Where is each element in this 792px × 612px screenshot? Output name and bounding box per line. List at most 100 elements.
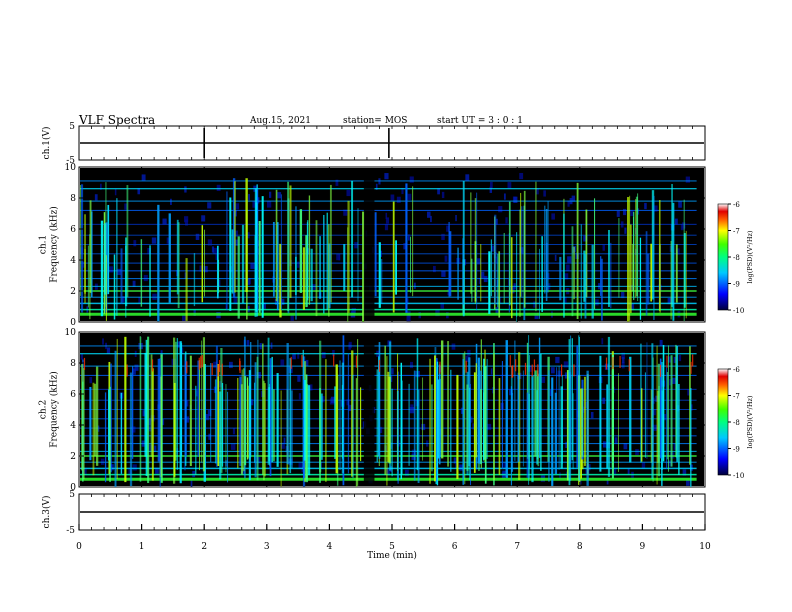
sferic-burst (488, 251, 491, 314)
noise-cell (519, 172, 524, 180)
sferic-burst (580, 224, 582, 319)
sferic-burst (176, 219, 179, 295)
y-tick-label: 10 (65, 328, 77, 338)
sferic-burst (650, 243, 653, 302)
sferic-burst (264, 383, 266, 477)
sferic-burst (568, 339, 571, 486)
sferic-burst (569, 335, 572, 481)
noise-cell (305, 359, 309, 367)
noise-cell (151, 237, 157, 244)
sferic-burst (563, 213, 565, 318)
noise-cell (653, 205, 658, 212)
noise-cell (565, 441, 568, 449)
sferic-burst (600, 258, 603, 321)
sferic-burst (232, 178, 236, 298)
sferic-burst (310, 248, 313, 302)
sferic-burst (559, 256, 562, 301)
strong-burst (198, 357, 200, 370)
sferic-burst (227, 391, 229, 483)
sferic-burst (526, 392, 529, 478)
sferic-burst (547, 201, 549, 293)
noise-cell (669, 379, 672, 386)
noise-cell (384, 224, 389, 231)
sferic-burst (519, 209, 521, 317)
sferic-burst (629, 195, 631, 321)
sferic-burst (258, 220, 261, 313)
sferic-burst (220, 347, 223, 473)
noise-cell (686, 479, 690, 486)
strong-burst (531, 364, 533, 377)
sferic-burst (395, 240, 397, 295)
sferic-burst (508, 201, 511, 306)
sferic-burst (126, 185, 129, 298)
start-time-label: start UT = 3 : 0 : 1 (437, 116, 523, 126)
noise-cell (644, 202, 647, 210)
noise-cell (141, 174, 146, 181)
sferic-burst (431, 384, 433, 472)
noise-cell (533, 301, 537, 308)
y-tick-label: 10 (65, 163, 77, 173)
noise-cell (667, 356, 671, 363)
noise-cell (147, 418, 152, 426)
strong-burst (301, 355, 303, 368)
sferic-burst (114, 350, 117, 487)
sferic-burst (132, 366, 134, 459)
noise-cell (122, 296, 125, 303)
sferic-burst (490, 239, 492, 297)
sferic-burst (221, 383, 224, 467)
sferic-burst (326, 212, 329, 310)
noise-cell (549, 389, 553, 397)
sferic-burst (378, 242, 381, 308)
sferic-burst (498, 378, 501, 475)
y-tick-label: 4 (70, 256, 76, 266)
colorbar (717, 203, 729, 311)
sferic-burst (386, 356, 388, 486)
colorbar-label: log(PSD)(V²/Hz) (746, 230, 754, 283)
sferic-burst (147, 336, 150, 484)
sferic-burst (202, 337, 206, 472)
sferic-burst (105, 182, 107, 307)
strong-burst (512, 365, 514, 378)
noise-cell (396, 196, 401, 203)
sferic-burst (566, 370, 569, 481)
noise-cell (567, 200, 570, 207)
noise-cell (675, 248, 680, 255)
sferic-burst (514, 340, 516, 461)
sferic-burst (307, 220, 309, 301)
noise-cell (487, 423, 492, 431)
sferic-burst (201, 225, 204, 303)
sferic-burst (572, 393, 574, 470)
noise-cell (185, 219, 188, 226)
sferic-burst (195, 385, 197, 475)
noise-cell (674, 218, 678, 225)
ch1-spectrogram (79, 168, 704, 322)
strong-burst (378, 359, 381, 372)
noise-cell (100, 183, 102, 190)
noise-cell (594, 299, 599, 306)
sferic-burst (280, 390, 282, 487)
noise-cell (510, 287, 515, 294)
noise-cell (269, 191, 272, 198)
chart-title: VLF Spectra (79, 113, 156, 127)
noise-cell (507, 182, 512, 189)
sferic-burst (193, 253, 196, 307)
sferic-burst (435, 357, 438, 482)
noise-cell (641, 462, 646, 469)
sferic-burst (109, 386, 111, 482)
sferic-burst (287, 181, 290, 312)
noise-cell (551, 213, 555, 220)
strong-burst (560, 364, 563, 377)
strong-burst (509, 355, 511, 368)
noise-cell (590, 411, 594, 419)
x-tick-label: 4 (327, 542, 333, 552)
carrier-band (80, 223, 697, 225)
noise-cell (440, 302, 445, 309)
sferic-burst (646, 342, 648, 459)
sferic-burst (328, 224, 330, 317)
strong-burst (537, 364, 539, 377)
noise-cell (106, 347, 111, 354)
noise-cell (280, 298, 285, 305)
noise-cell (421, 423, 426, 431)
sferic-burst (116, 338, 118, 479)
noise-cell (84, 468, 87, 476)
